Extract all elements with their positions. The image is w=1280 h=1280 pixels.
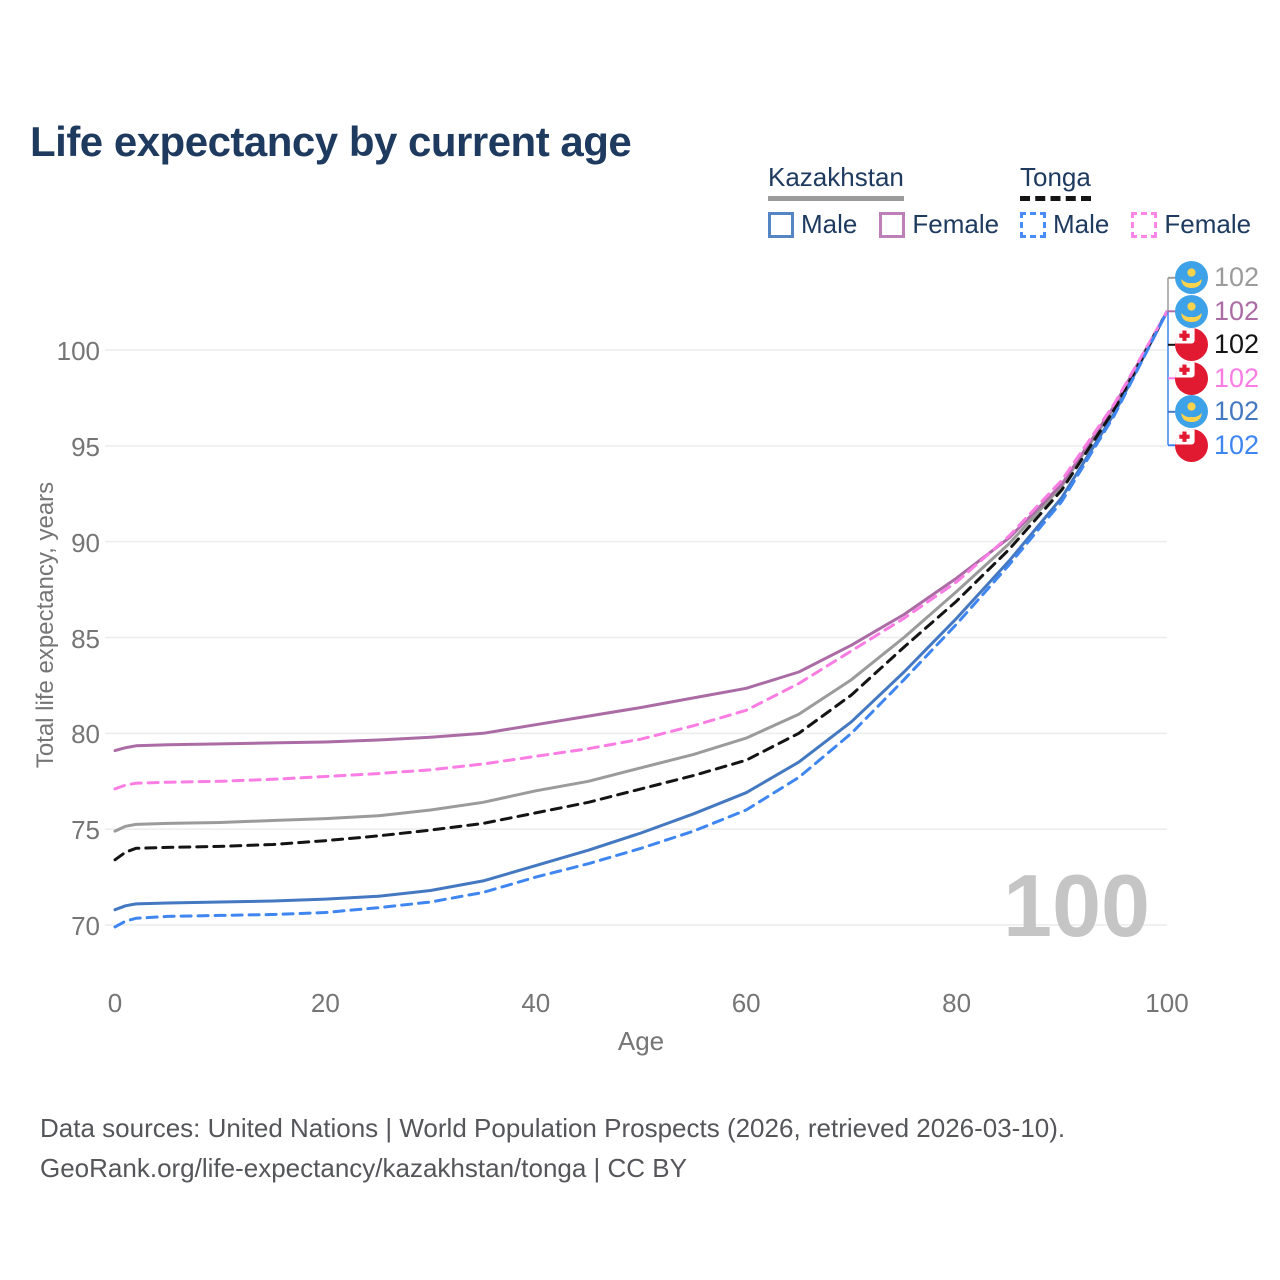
end-value: 102	[1214, 396, 1260, 427]
x-tick-label: 60	[731, 988, 761, 1018]
legend-item-kazakhstan-female[interactable]: Female	[879, 209, 999, 240]
end-value: 102	[1214, 362, 1260, 393]
y-tick-label: 75	[71, 815, 100, 846]
footer-data-sources: Data sources: United Nations | World Pop…	[40, 1113, 1066, 1143]
kazakhstan-male-swatch-icon	[768, 211, 794, 238]
kazakhstan-flag-icon	[1175, 294, 1208, 328]
legend-label: Female	[912, 209, 1000, 239]
end-label-kazakhstan-male: 102	[1175, 395, 1259, 429]
y-tick-label: 95	[71, 431, 100, 462]
x-tick-label: 20	[310, 988, 340, 1018]
footer-attribution: GeoRank.org/life-expectancy/kazakhstan/t…	[40, 1153, 687, 1183]
tonga-flag-icon	[1175, 328, 1208, 361]
y-axis-title: Total life expectancy, years	[32, 481, 59, 769]
y-tick-label: 100	[56, 336, 100, 366]
y-tick-label: 80	[71, 719, 100, 750]
tonga-flag-icon	[1175, 429, 1208, 462]
tonga-flag-icon	[1175, 362, 1208, 395]
legend-item-tonga-male[interactable]: Male	[1020, 209, 1109, 240]
end-value: 102	[1214, 429, 1260, 460]
end-value: 102	[1214, 295, 1260, 326]
age-watermark: 100	[1003, 856, 1150, 955]
end-label-kazakhstan-female: 102	[1175, 294, 1260, 329]
end-label-tonga-male: 102	[1175, 429, 1259, 463]
tonga-male-swatch-icon	[1020, 211, 1046, 238]
y-tick-label: 70	[71, 911, 100, 941]
end-labels: 102 102 102 102 102 102	[1175, 261, 1259, 462]
chart-canvas	[105, 276, 1175, 929]
y-tick-label: 90	[71, 527, 100, 558]
kazakhstan-flag-icon	[1175, 261, 1208, 295]
x-tick-label: 0	[107, 988, 123, 1018]
end-label-tonga-all: 102	[1175, 328, 1259, 362]
x-tick-label: 100	[1145, 988, 1189, 1018]
x-tick-label: 80	[942, 988, 972, 1018]
legend-item-tonga-female[interactable]: Female	[1131, 209, 1251, 240]
x-axis-title: Age	[617, 1026, 665, 1056]
legend-country-kazakhstan: Kazakhstan	[768, 162, 904, 201]
end-label-tonga-female: 102	[1175, 362, 1259, 396]
legend-label: Male	[1053, 209, 1110, 239]
y-tick-label: 85	[71, 623, 100, 654]
legend-label: Female	[1164, 209, 1252, 239]
kazakhstan-female-swatch-icon	[879, 211, 906, 238]
legend-group-tonga: Tonga Male Female	[1020, 162, 1251, 240]
end-value: 102	[1214, 329, 1260, 360]
end-value: 102	[1214, 262, 1260, 293]
x-tick-label: 40	[521, 988, 551, 1018]
footer: Data sources: United Nations | World Pop…	[40, 1108, 1065, 1188]
legend-item-kazakhstan-male[interactable]: Male	[768, 209, 857, 240]
page-title: Life expectancy by current age	[30, 118, 632, 166]
legend-group-kazakhstan: Kazakhstan Male Female	[768, 162, 999, 240]
tonga-female-swatch-icon	[1131, 211, 1158, 238]
kazakhstan-flag-icon	[1175, 395, 1208, 429]
end-label-kazakhstan-all: 102	[1175, 261, 1259, 295]
legend-country-tonga: Tonga	[1020, 162, 1091, 201]
legend-label: Male	[801, 209, 858, 239]
